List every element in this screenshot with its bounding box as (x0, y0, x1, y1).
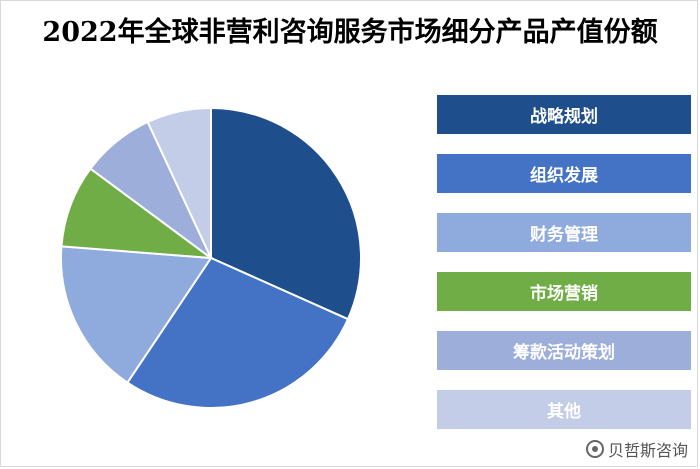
pie-slice-6 (146, 106, 212, 259)
pie-slice-3 (60, 245, 213, 384)
chart-title: 2022年全球非营利咨询服务市场细分产品产值份额 (42, 17, 658, 48)
watermark-text: 贝哲斯咨询 (607, 441, 688, 460)
legend: 战略规划组织发展财务管理市场营销筹款活动策划 其他 (437, 95, 691, 449)
legend-item-1: 战略规划 (437, 95, 691, 134)
pie-slice-2 (126, 256, 350, 409)
pie-slice-4 (60, 167, 215, 260)
pie-slice-1 (210, 106, 362, 321)
legend-item-4: 市场营销 (437, 272, 691, 311)
legend-item-3: 财务管理 (437, 213, 691, 252)
weibo-icon (585, 440, 604, 458)
legend-item-6: 其他 (437, 390, 691, 429)
watermark: 贝哲斯咨询 (585, 437, 688, 461)
legend-item-5: 筹款活动策划 (437, 331, 691, 370)
legend-item-2: 组织发展 (437, 154, 691, 193)
